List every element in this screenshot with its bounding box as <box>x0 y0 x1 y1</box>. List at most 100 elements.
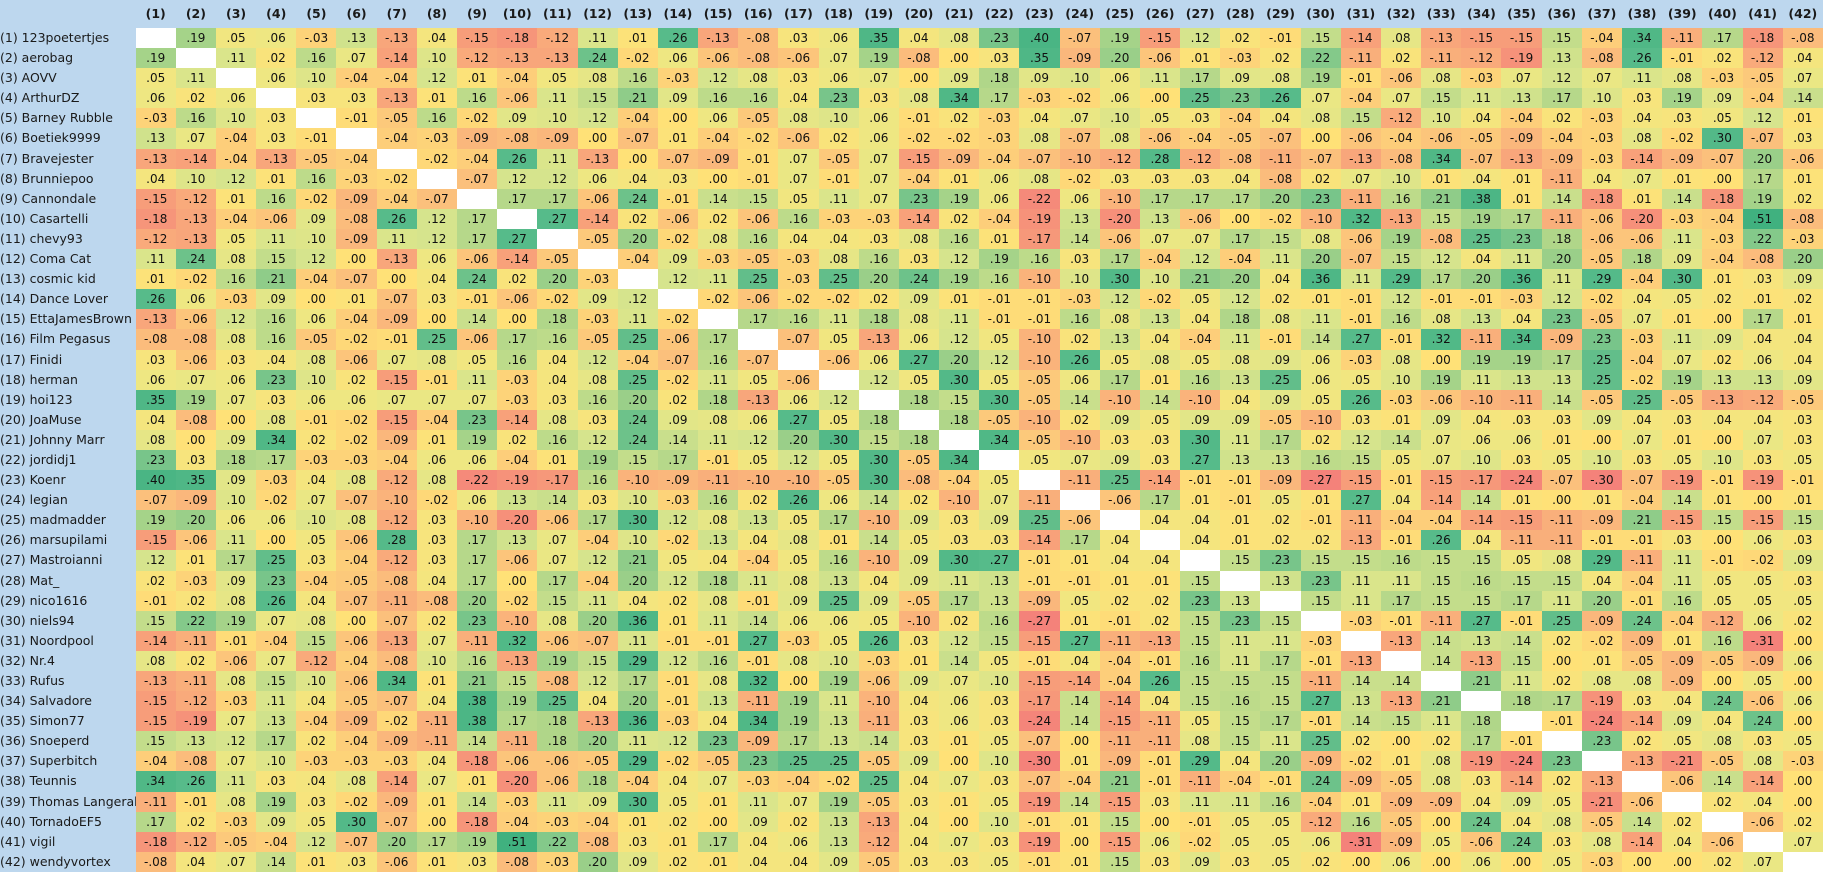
heatmap-cell: -.13 <box>537 48 578 69</box>
heatmap-cell: -.13 <box>1380 208 1422 229</box>
heatmap-cell: -.20 <box>497 510 538 531</box>
heatmap-cell: .04 <box>1180 309 1221 330</box>
heatmap-cell: .10 <box>537 108 578 129</box>
heatmap-cell: -.11 <box>1541 510 1582 531</box>
heatmap-cell: .03 <box>1139 168 1181 189</box>
heatmap-cell: .13 <box>1059 208 1100 229</box>
heatmap-cell: .00 <box>416 309 457 330</box>
heatmap-cell: .05 <box>979 791 1020 812</box>
heatmap-cell: .13 <box>1541 48 1582 69</box>
heatmap-cell: .17 <box>1380 590 1422 611</box>
heatmap-cell: .02 <box>657 811 699 832</box>
heatmap-cell: .03 <box>1782 429 1823 450</box>
heatmap-cell: -.19 <box>1581 691 1622 712</box>
heatmap-cell: .06 <box>256 28 297 49</box>
heatmap-cell: .02 <box>657 590 699 611</box>
heatmap-cell: -.01 <box>376 329 417 350</box>
heatmap-cell: -.15 <box>135 711 176 732</box>
heatmap-cell: .17 <box>256 449 297 471</box>
heatmap-cell: -.11 <box>1541 530 1582 551</box>
heatmap-cell: .25 <box>617 369 658 390</box>
heatmap-cell: .30 <box>939 369 980 390</box>
heatmap-cell: .17 <box>416 831 457 852</box>
row-header-32: (32) Nr.4 <box>0 650 136 671</box>
heatmap-cell: .05 <box>1702 590 1743 611</box>
heatmap-cell: -.01 <box>1501 731 1542 752</box>
row-header-24: (24) legian <box>0 490 136 511</box>
heatmap-cell: -.14 <box>1501 771 1542 792</box>
heatmap-cell: .05 <box>1180 289 1221 310</box>
heatmap-diagonal-cell <box>1260 590 1301 611</box>
heatmap-cell: .00 <box>497 309 538 330</box>
heatmap-cell: .29 <box>617 751 658 772</box>
heatmap-cell: -.01 <box>1059 570 1100 591</box>
heatmap-cell: .13 <box>175 731 216 752</box>
heatmap-cell: .18 <box>939 409 980 430</box>
heatmap-diagonal-cell <box>1300 610 1341 631</box>
heatmap-cell: -.01 <box>1180 811 1221 832</box>
heatmap-cell: .34 <box>738 711 779 732</box>
heatmap-cell: .12 <box>1340 429 1381 450</box>
heatmap-cell: .13 <box>256 711 297 732</box>
heatmap-cell: .00 <box>175 429 216 450</box>
heatmap-cell: -.06 <box>1662 771 1703 792</box>
heatmap-cell: -.31 <box>1340 831 1381 852</box>
heatmap-cell: -.22 <box>1019 188 1060 209</box>
heatmap-cell: .12 <box>577 550 618 571</box>
heatmap-cell: .23 <box>818 88 859 109</box>
heatmap-cell: .03 <box>1621 88 1663 109</box>
heatmap-cell: -.04 <box>698 128 739 149</box>
heatmap-cell: -.07 <box>1019 148 1060 169</box>
heatmap-diagonal-cell <box>1099 510 1140 531</box>
heatmap-cell: .06 <box>296 309 337 330</box>
heatmap-cell: .08 <box>698 590 739 611</box>
heatmap-cell: -.10 <box>1059 148 1100 169</box>
heatmap-cell: -.04 <box>296 711 337 732</box>
heatmap-cell: .06 <box>1300 349 1341 370</box>
heatmap-cell: -.02 <box>1340 751 1381 772</box>
heatmap-cell: -.08 <box>577 831 618 852</box>
heatmap-cell: .19 <box>1421 369 1462 390</box>
heatmap-cell: -.05 <box>818 148 859 169</box>
heatmap-cell: .04 <box>1501 309 1542 330</box>
heatmap-cell: -.10 <box>1099 188 1140 209</box>
heatmap-cell: .16 <box>738 228 779 250</box>
heatmap-cell: .14 <box>1782 88 1823 109</box>
heatmap-cell: .09 <box>1220 409 1261 430</box>
heatmap-cell: .26 <box>376 208 417 229</box>
heatmap-cell: .17 <box>215 550 257 571</box>
row-header-36: (36) Snoeperd <box>0 731 136 752</box>
heatmap-cell: .23 <box>256 570 297 591</box>
heatmap-cell: .14 <box>1380 429 1422 450</box>
heatmap-cell: .12 <box>979 349 1020 370</box>
heatmap-cell: .07 <box>537 530 578 551</box>
heatmap-cell: .06 <box>1501 429 1542 450</box>
heatmap-cell: .15 <box>1421 570 1462 591</box>
column-header-16: (16) <box>738 0 779 28</box>
heatmap-cell: .12 <box>858 369 899 390</box>
heatmap-cell: .07 <box>1581 68 1622 89</box>
heatmap-cell: .16 <box>979 269 1020 290</box>
heatmap-cell: -.05 <box>1380 771 1422 792</box>
heatmap-cell: -.06 <box>1340 128 1381 149</box>
matrix-row: (10) Casartelli -.18 -.13 -.04 -.06.09 -.08.2… <box>0 208 1823 229</box>
heatmap-cell: -.07 <box>336 490 377 511</box>
heatmap-cell: .27 <box>738 630 779 651</box>
heatmap-cell: .03 <box>296 88 337 109</box>
heatmap-cell: .16 <box>296 48 337 69</box>
heatmap-diagonal-cell <box>617 269 658 290</box>
heatmap-cell: .04 <box>617 168 658 189</box>
heatmap-cell: -.15 <box>1501 28 1542 49</box>
heatmap-cell: -.01 <box>1380 470 1422 491</box>
heatmap-cell: .27 <box>898 349 940 370</box>
heatmap-cell: .16 <box>577 389 618 410</box>
heatmap-cell: .00 <box>215 409 257 430</box>
heatmap-cell: .09 <box>1260 389 1301 410</box>
heatmap-diagonal-cell <box>898 409 940 430</box>
heatmap-cell: .07 <box>416 771 457 792</box>
heatmap-cell: .03 <box>1621 449 1663 471</box>
heatmap-cell: .11 <box>1180 791 1221 812</box>
heatmap-cell: -.06 <box>336 671 377 692</box>
row-header-42: (42) wendyvortex <box>0 851 136 872</box>
row-header-39: (39) Thomas Langerak <box>0 791 136 812</box>
